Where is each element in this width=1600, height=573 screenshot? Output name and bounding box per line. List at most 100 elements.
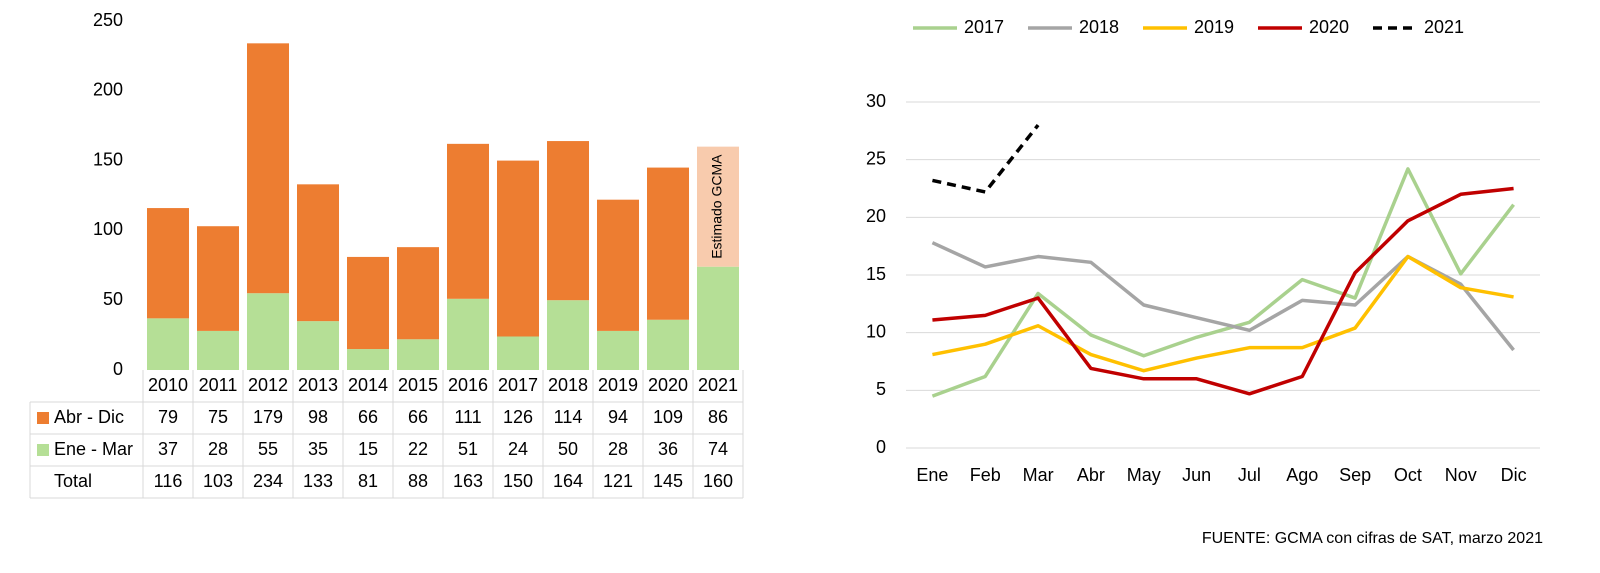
x-tick-label: Jun [1182, 465, 1211, 485]
total-value: 81 [358, 471, 378, 491]
table-value: 50 [558, 439, 578, 459]
y-tick-label: 15 [866, 264, 886, 284]
bar-segment [297, 184, 339, 322]
x-tick-label: 2016 [448, 375, 488, 395]
table-value: 126 [503, 407, 533, 427]
bar-segment [447, 143, 489, 299]
table-value: 75 [208, 407, 228, 427]
bar-segment [397, 339, 439, 370]
x-tick-label: Sep [1339, 465, 1371, 485]
legend-label: Ene - Mar [54, 439, 133, 459]
y-tick-label: 20 [866, 206, 886, 226]
y-tick-label: 150 [93, 149, 123, 169]
legend-label: Abr - Dic [54, 407, 124, 427]
table-value: 66 [358, 407, 378, 427]
x-tick-label: Feb [970, 465, 1001, 485]
total-value: 133 [303, 471, 333, 491]
bar-segment [297, 321, 339, 370]
y-tick-label: 200 [93, 80, 123, 100]
totals-label: Total [54, 471, 92, 491]
total-value: 145 [653, 471, 683, 491]
table-value: 111 [454, 407, 481, 427]
table-value: 55 [258, 439, 278, 459]
line-series [931, 167, 1515, 398]
bar-segment [397, 247, 439, 340]
bar-segment [597, 199, 639, 331]
x-tick-label: 2011 [199, 375, 238, 395]
total-value: 160 [703, 471, 733, 491]
legend-label: 2017 [964, 17, 1004, 37]
x-tick-label: 2013 [298, 375, 338, 395]
x-tick-label: Ago [1286, 465, 1318, 485]
line-series [932, 123, 1040, 194]
x-tick-label: 2010 [148, 375, 188, 395]
bar-segment [147, 208, 189, 319]
x-tick-label: Jul [1238, 465, 1261, 485]
x-tick-label: Nov [1445, 465, 1477, 485]
bar-segment [547, 300, 589, 370]
x-tick-label: 2021 [698, 375, 738, 395]
bar-segment [647, 319, 689, 370]
y-tick-label: 250 [93, 10, 123, 30]
source-note: FUENTE: GCMA con cifras de SAT, marzo 20… [1202, 530, 1543, 547]
x-tick-label: Dic [1501, 465, 1527, 485]
bar-segment [547, 141, 589, 301]
bar-segment [697, 146, 739, 267]
legend-label: 2020 [1309, 17, 1349, 37]
y-tick-label: 25 [866, 148, 886, 168]
bar-segment [197, 226, 239, 331]
y-tick-label: 100 [93, 219, 123, 239]
table-value: 66 [408, 407, 428, 427]
line-series [932, 254, 1514, 373]
bar-segment [497, 160, 539, 337]
x-tick-label: 2014 [348, 375, 388, 395]
x-tick-label: 2019 [598, 375, 638, 395]
y-tick-label: 50 [103, 289, 123, 309]
y-tick-label: 0 [876, 437, 886, 457]
bar-segment [497, 336, 539, 370]
bar-segment [347, 256, 389, 350]
y-tick-label: 0 [113, 359, 123, 379]
total-value: 121 [603, 471, 633, 491]
table-value: 51 [458, 439, 478, 459]
legend-swatch [37, 412, 49, 424]
legend-label: 2019 [1194, 17, 1234, 37]
total-value: 88 [408, 471, 428, 491]
table-value: 74 [708, 439, 728, 459]
table-value: 114 [554, 407, 583, 427]
x-tick-label: 2012 [248, 375, 288, 395]
total-value: 103 [203, 471, 233, 491]
table-value: 109 [653, 407, 683, 427]
total-value: 234 [253, 471, 283, 491]
table-value: 28 [208, 439, 228, 459]
table-value: 15 [358, 439, 378, 459]
table-value: 22 [408, 439, 428, 459]
annotation: Estimado GCMA [709, 154, 725, 259]
table-value: 179 [253, 407, 283, 427]
table-value: 24 [508, 439, 528, 459]
bar-segment [247, 293, 289, 370]
table-value: 37 [158, 439, 178, 459]
x-tick-label: 2017 [498, 375, 538, 395]
total-value: 116 [154, 471, 183, 491]
total-value: 150 [503, 471, 533, 491]
line-series [932, 186, 1514, 396]
table-value: 35 [308, 439, 328, 459]
y-tick-label: 5 [876, 379, 886, 399]
y-tick-label: 30 [866, 91, 886, 111]
table-value: 94 [608, 407, 628, 427]
bar-segment [147, 318, 189, 370]
total-value: 164 [553, 471, 583, 491]
table-value: 86 [708, 407, 728, 427]
legend-label: 2018 [1079, 17, 1119, 37]
legend-label: 2021 [1424, 17, 1464, 37]
bar-segment [597, 330, 639, 370]
table-value: 36 [658, 439, 678, 459]
x-tick-label: 2020 [648, 375, 688, 395]
y-tick-label: 10 [866, 321, 886, 341]
bar-segment [247, 43, 289, 294]
x-tick-label: 2015 [398, 375, 438, 395]
x-tick-label: 2018 [548, 375, 588, 395]
x-tick-label: May [1127, 465, 1161, 485]
